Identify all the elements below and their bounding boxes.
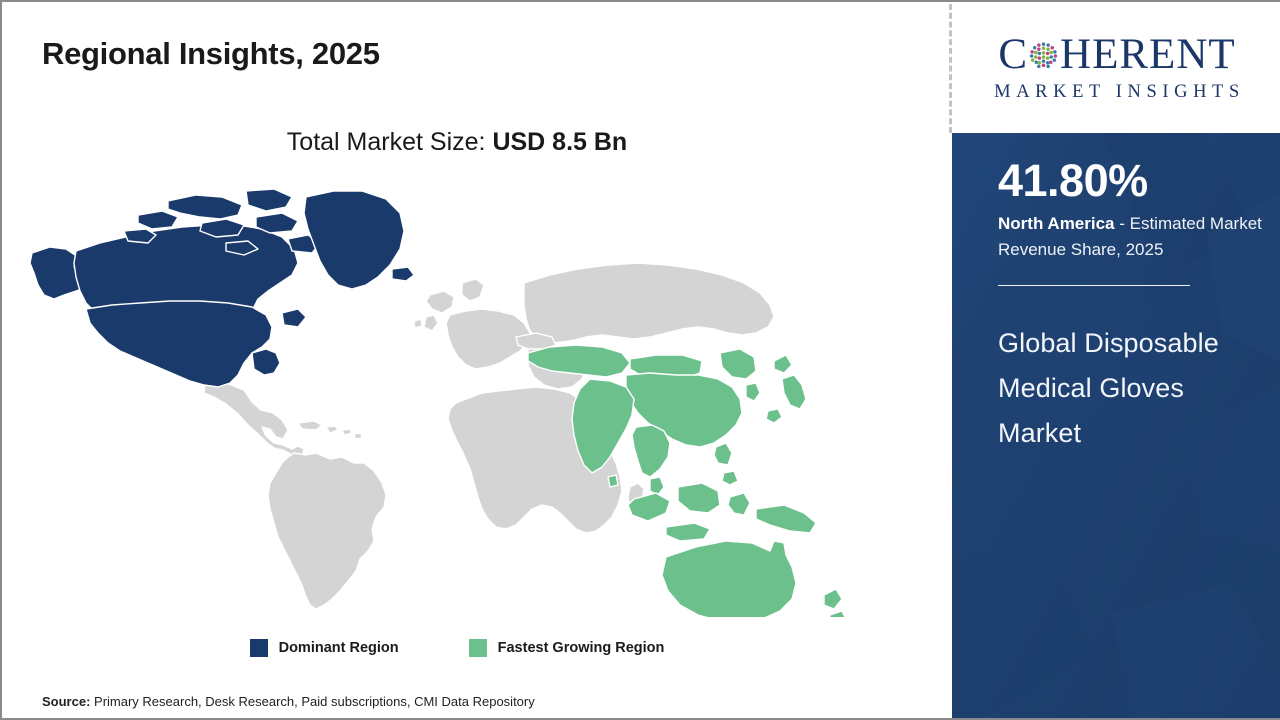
source-label: Source: [42,694,91,709]
map-region-asia-pacific [527,344,846,617]
stat-percentage: 41.80% [998,155,1148,206]
map-region-north-america [30,188,415,388]
left-content-section: Regional Insights, 2025 Total Market Siz… [2,2,950,718]
stat-caption-rest: - Estimated Market Revenue Share, 2025 [998,213,1262,259]
logo-letter-c: C [998,30,1029,78]
panel-content: 41.80% North America - Estimated Market … [998,155,1264,457]
stat-region-name: North America [998,213,1115,233]
stat-caption: North America - Estimated Market Revenue… [998,211,1264,263]
total-market-size: Total Market Size: USD 8.5 Bn [2,128,912,157]
dotted-globe-icon [1028,40,1059,71]
logo-wordmark: C [998,33,1235,76]
brand-logo: C [952,2,1280,133]
legend-swatch-dominant [249,639,268,657]
legend-item-fastest-growing: Fastest Growing Region [468,639,665,657]
market-title: Global Disposable Medical Gloves Market [998,327,1219,449]
panel-background-texture [952,133,1280,718]
panel-divider-rule [998,284,1190,286]
market-size-label: Total Market Size: [286,128,486,156]
logo-word-rest: HERENT [1060,30,1236,78]
legend-swatch-fastest-growing [468,639,487,657]
legend-item-dominant: Dominant Region [249,639,399,657]
legend-label-dominant: Dominant Region [278,640,399,656]
map-legend: Dominant Region Fastest Growing Region [2,639,912,657]
right-stat-panel: 41.80% North America - Estimated Market … [952,133,1280,718]
world-map-svg [30,188,846,617]
page-title: Regional Insights, 2025 [42,36,380,71]
world-map [30,187,870,617]
map-region-rest-of-world [203,242,775,610]
market-size-value: USD 8.5 Bn [492,128,628,156]
logo-subtitle: MARKET INSIGHTS [994,81,1245,102]
vertical-dashed-divider [949,4,952,133]
source-note: Source: Primary Research, Desk Research,… [42,694,535,709]
source-text: Primary Research, Desk Research, Paid su… [94,694,535,709]
legend-label-fastest-growing: Fastest Growing Region [497,640,665,656]
